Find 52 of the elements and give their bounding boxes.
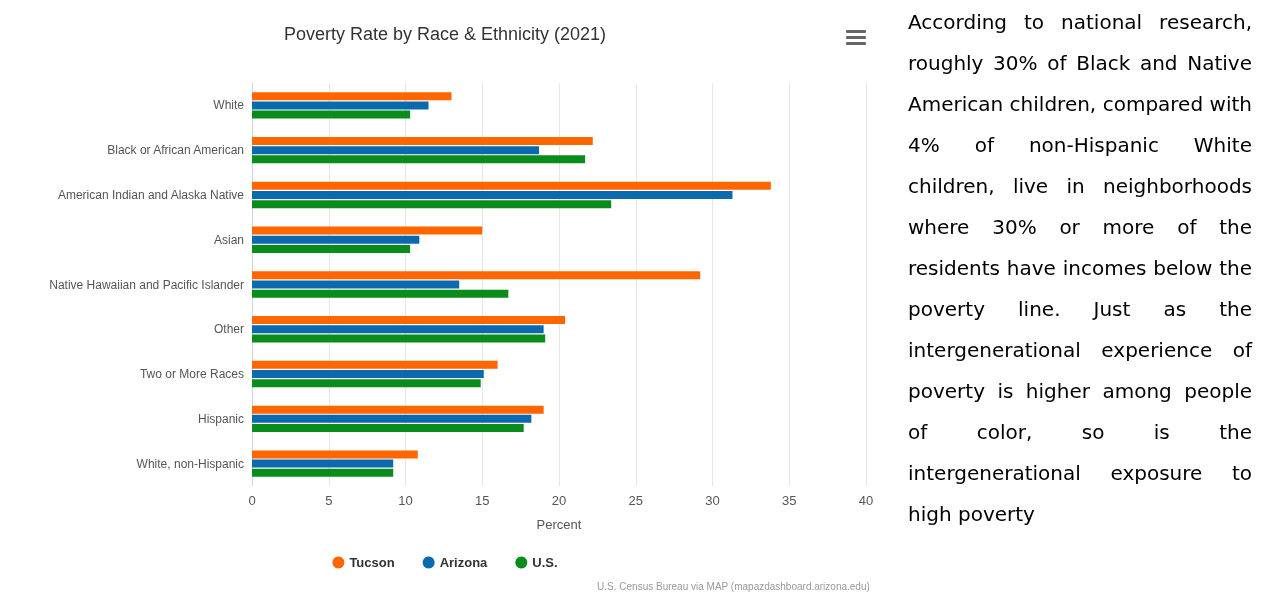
bar [252, 379, 481, 388]
x-tick-label: 5 [325, 493, 333, 508]
y-tick-label: White [213, 98, 245, 113]
y-tick-label: Hispanic [197, 411, 244, 426]
y-tick-label: Asian [213, 232, 244, 247]
bar [252, 110, 411, 119]
y-tick-label: Native Hawaiian and Pacific Islander [49, 277, 244, 292]
bar [252, 146, 540, 155]
x-axis-title: Percent [536, 517, 582, 532]
y-tick-label: Black or African American [107, 143, 244, 158]
bar [252, 370, 484, 379]
x-tick-label: 35 [782, 493, 797, 508]
chart-title: Poverty Rate by Race & Ethnicity (2021) [283, 24, 607, 44]
bar [252, 235, 420, 244]
legend-label: Tucson [349, 555, 395, 570]
y-tick-label: Other [213, 322, 244, 337]
bar [252, 325, 544, 334]
bar [252, 101, 429, 110]
bar [252, 136, 593, 145]
bar [252, 334, 546, 343]
bar [252, 200, 612, 209]
bar [252, 450, 418, 459]
bar [252, 190, 733, 199]
legend-label: U.S. [532, 555, 558, 570]
bar [252, 316, 566, 325]
x-tick-label: 15 [475, 493, 490, 508]
y-tick-label: White, non-Hispanic [136, 456, 244, 471]
x-tick-label: 30 [705, 493, 720, 508]
y-tick-label: Two or More Races [139, 367, 244, 382]
bar [252, 155, 586, 164]
bar [252, 360, 498, 369]
bar [252, 181, 771, 190]
bar [252, 405, 544, 414]
text: According to national research, roughly 30% of Black and Native American children, compared with 4% of non-Hispanic White children, live in neighborhoods where 30% or more of the residents have incomes below the poverty line. Just as the intergenerational experience of poverty is higher among people of color, so is the intergenerational exposure to high poverty [908, 10, 1252, 526]
bar [252, 92, 452, 101]
x-tick-label: 20 [551, 493, 567, 508]
bar [252, 414, 532, 423]
bar [252, 226, 483, 235]
bar [252, 289, 509, 298]
legend-label: Arizona [439, 555, 489, 570]
bar [252, 459, 394, 468]
bar [252, 244, 411, 253]
bar [252, 468, 394, 477]
x-tick-label: 10 [398, 493, 413, 508]
bar [252, 424, 524, 433]
x-tick-label: 25 [628, 493, 643, 508]
text: U.S. Census Bureau via MAP (mapazdashboard.arizona.edu) [597, 580, 870, 592]
bar [252, 280, 460, 289]
x-tick-label: 40 [858, 493, 874, 508]
x-tick-label: 0 [248, 493, 256, 508]
bar [252, 271, 701, 280]
y-tick-label: American Indian and Alaska Native [57, 187, 245, 202]
